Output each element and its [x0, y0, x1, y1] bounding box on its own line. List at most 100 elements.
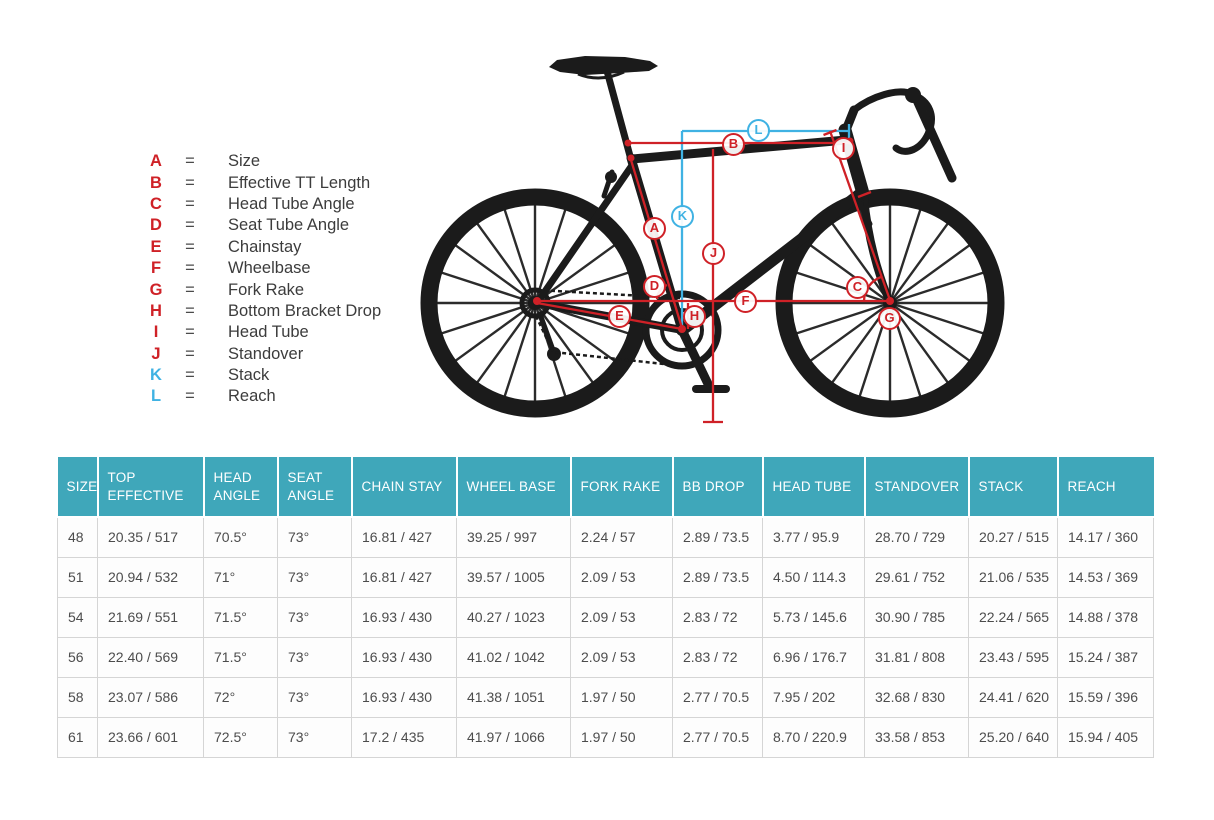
legend-letter: J — [151, 344, 161, 363]
value-cell: 14.88 / 378 — [1057, 596, 1154, 638]
legend-row: A = Size — [141, 151, 381, 172]
size-cell: 51 — [57, 556, 98, 598]
value-cell: 24.41 / 620 — [968, 676, 1058, 718]
value-cell: 23.43 / 595 — [968, 636, 1058, 678]
column-header: FORK RAKE — [570, 457, 674, 517]
column-header: STACK — [968, 457, 1059, 517]
equals-sign: = — [185, 301, 195, 320]
callout-K: K — [671, 205, 694, 228]
value-cell: 71.5° — [203, 596, 278, 638]
equals-sign: = — [185, 173, 195, 192]
size-cell: 56 — [57, 636, 98, 678]
callout-F: F — [734, 290, 757, 313]
table-body: 48 20.35 / 517 70.5° 73° 16.81 / 427 39.25 / … — [57, 516, 1154, 758]
legend-row: D = Seat Tube Angle — [141, 215, 381, 236]
callout-letter: E — [615, 308, 624, 323]
legend-letter: K — [150, 366, 162, 385]
value-cell: 20.35 / 517 — [97, 516, 204, 558]
column-header: WHEEL BASE — [456, 457, 572, 517]
value-cell: 70.5° — [203, 516, 278, 558]
equals-sign: = — [185, 387, 195, 406]
legend-row: L = Reach — [141, 386, 381, 407]
value-cell: 17.2 / 435 — [351, 716, 457, 758]
value-cell: 41.38 / 1051 — [456, 676, 571, 718]
equals-sign: = — [185, 259, 195, 278]
value-cell: 32.68 / 830 — [864, 676, 969, 718]
callout-letter: G — [884, 310, 895, 325]
size-cell: 61 — [57, 716, 98, 758]
legend-row: J = Standover — [141, 344, 381, 365]
callout-letter: K — [677, 208, 688, 223]
value-cell: 73° — [277, 596, 352, 638]
legend-label: Head Tube Angle — [228, 194, 355, 213]
saddle — [549, 56, 658, 75]
value-cell: 2.77 / 70.5 — [672, 716, 763, 758]
value-cell: 73° — [277, 716, 352, 758]
legend-row: E = Chainstay — [141, 237, 381, 258]
equals-sign: = — [185, 216, 195, 235]
legend-label: Seat Tube Angle — [228, 216, 350, 235]
value-cell: 28.70 / 729 — [864, 516, 969, 558]
value-cell: 4.50 / 114.3 — [762, 556, 865, 598]
measure-lines — [533, 128, 894, 424]
callout-letter: C — [852, 279, 863, 294]
callout-letter: A — [649, 220, 660, 235]
legend-row: F = Wheelbase — [141, 258, 381, 279]
value-cell: 16.81 / 427 — [351, 516, 457, 558]
callout-L: L — [747, 119, 770, 142]
callout-letter: H — [689, 308, 700, 323]
value-cell: 33.58 / 853 — [864, 716, 969, 758]
value-cell: 71° — [203, 556, 278, 598]
value-cell: 23.07 / 586 — [97, 676, 204, 718]
value-cell: 73° — [277, 676, 352, 718]
value-cell: 1.97 / 50 — [570, 676, 673, 718]
value-cell: 2.24 / 57 — [570, 516, 673, 558]
callout-letter: F — [741, 293, 750, 308]
value-cell: 16.93 / 430 — [351, 636, 457, 678]
value-cell: 15.59 / 396 — [1057, 676, 1154, 718]
value-cell: 14.53 / 369 — [1057, 556, 1154, 598]
value-cell: 41.02 / 1042 — [456, 636, 571, 678]
legend-letter: F — [150, 259, 162, 278]
column-header: STANDOVER — [864, 457, 970, 517]
legend-label: Wheelbase — [228, 259, 311, 278]
value-cell: 5.73 / 145.6 — [762, 596, 865, 638]
value-cell: 25.20 / 640 — [968, 716, 1058, 758]
legend-row: C = Head Tube Angle — [141, 194, 381, 215]
equals-sign: = — [185, 194, 195, 213]
value-cell: 2.09 / 53 — [570, 636, 673, 678]
equals-sign: = — [185, 323, 195, 342]
value-cell: 2.77 / 70.5 — [672, 676, 763, 718]
value-cell: 22.40 / 569 — [97, 636, 204, 678]
value-cell: 15.24 / 387 — [1057, 636, 1154, 678]
legend-label: Stack — [228, 366, 270, 385]
column-header: TOP EFFECTIVE — [97, 457, 205, 517]
value-cell: 16.93 / 430 — [351, 596, 457, 638]
table-row: 51 20.94 / 532 71° 73° 16.81 / 427 39.57 / 10… — [57, 556, 1154, 598]
table-header-row: SIZE TOP EFFECTIVE HEAD ANGLE SEAT ANGLE CHAIN … — [57, 457, 1154, 517]
value-cell: 2.83 / 72 — [672, 596, 763, 638]
value-cell: 39.25 / 997 — [456, 516, 571, 558]
value-cell: 39.57 / 1005 — [456, 556, 571, 598]
legend-letter: H — [150, 301, 162, 320]
column-header: CHAIN STAY — [351, 457, 458, 517]
legend-letter: C — [150, 194, 162, 213]
value-cell: 23.66 / 601 — [97, 716, 204, 758]
legend-label: Bottom Bracket Drop — [228, 301, 382, 320]
table-row: 58 23.07 / 586 72° 73° 16.93 / 430 41.38 / 10… — [57, 676, 1154, 718]
value-cell: 8.70 / 220.9 — [762, 716, 865, 758]
callout-E: E — [608, 305, 631, 328]
column-header: HEAD ANGLE — [203, 457, 279, 517]
value-cell: 21.06 / 535 — [968, 556, 1058, 598]
value-cell: 31.81 / 808 — [864, 636, 969, 678]
callout-D: D — [643, 275, 666, 298]
legend-row: B = Effective TT Length — [141, 172, 381, 193]
value-cell: 41.97 / 1066 — [456, 716, 571, 758]
callout-C: C — [846, 276, 869, 299]
legend-label: Effective TT Length — [228, 173, 371, 192]
callout-A: A — [643, 217, 666, 240]
size-cell: 54 — [57, 596, 98, 638]
legend-label: Fork Rake — [228, 280, 305, 299]
callout-letter: D — [649, 278, 660, 293]
